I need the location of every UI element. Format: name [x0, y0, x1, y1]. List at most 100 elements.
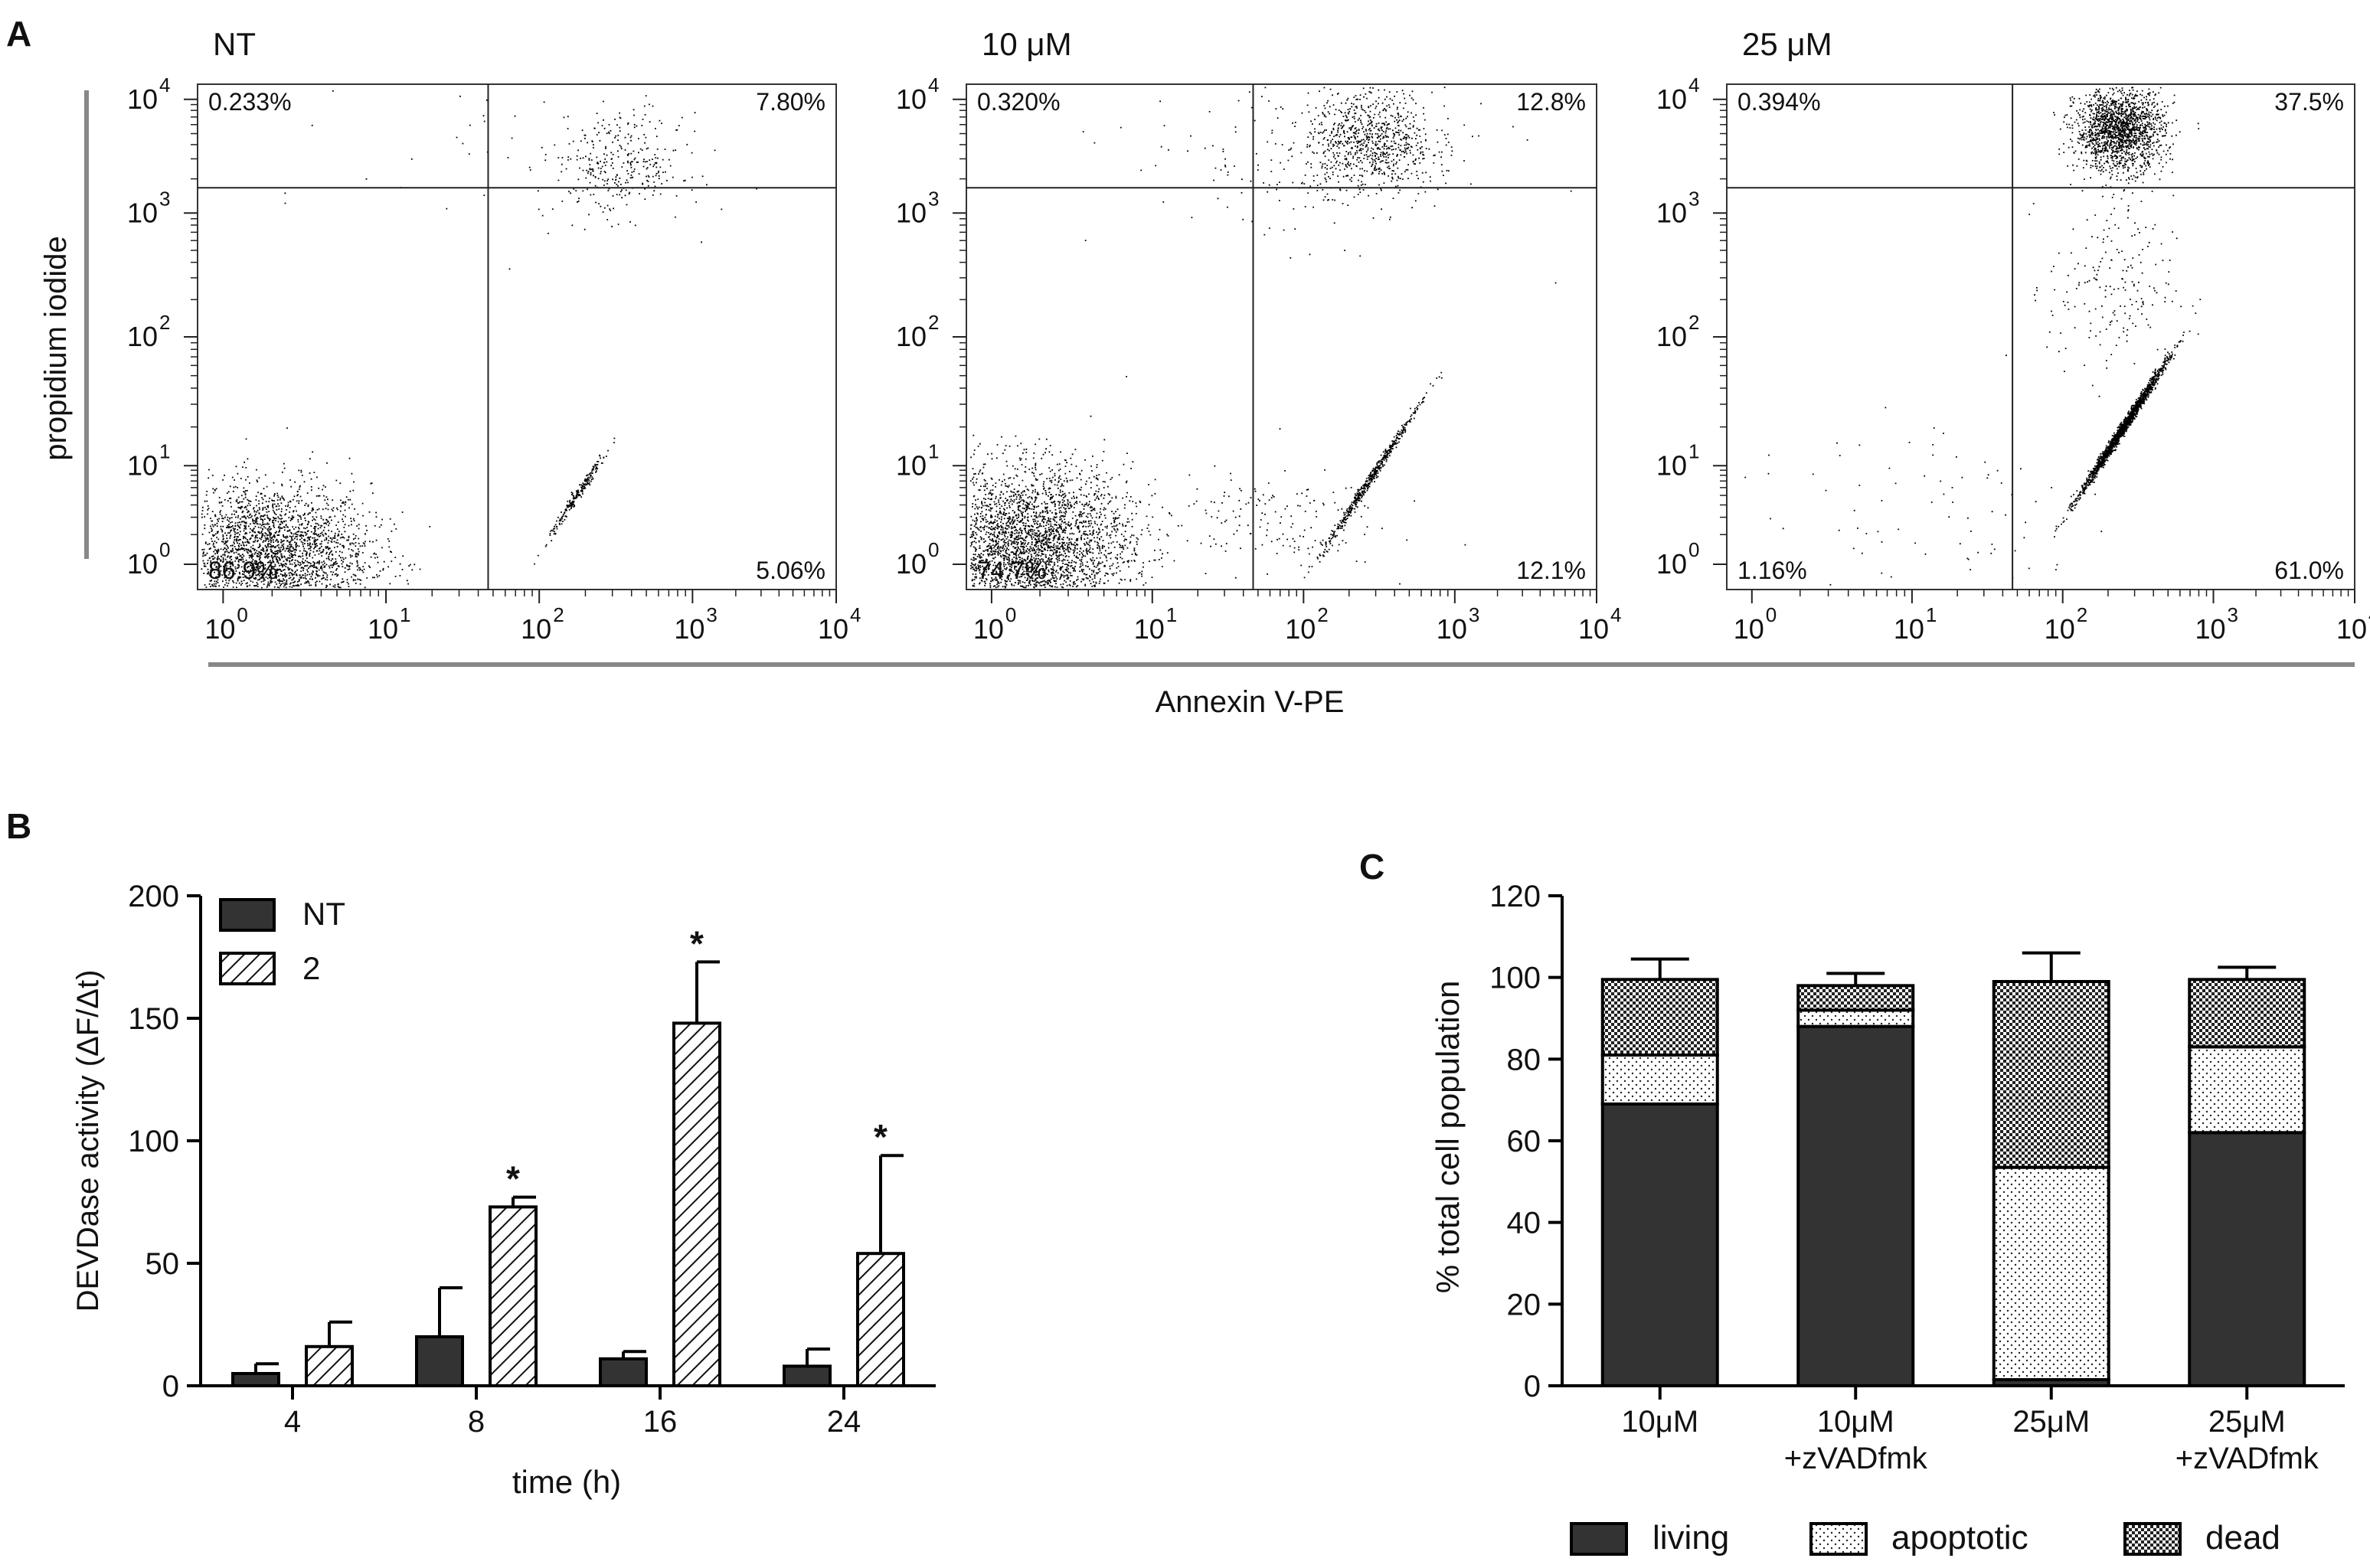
c-y-tick-label-5: 100	[1489, 962, 1541, 995]
b-bar-1-3	[856, 1252, 905, 1387]
quadrant-lr-1: 12.1%	[1516, 557, 1586, 584]
x-tick-label-1-0: 10	[973, 613, 1004, 645]
c-x-tick-label-1-1: +zVADfmk	[1784, 1442, 1928, 1475]
y-tick-exponent-0-1: 1	[159, 439, 170, 462]
legend-label-apoptotic: apoptotic	[1891, 1519, 2028, 1557]
x-tick-exponent-0-3: 3	[706, 603, 717, 626]
b-significance-2: *	[874, 1117, 888, 1157]
c-bar-segment-0-0	[1600, 1102, 1719, 1387]
dotplot-0: NT0.233% 7.80%86.9% 5.06%10 0 10 1 10 2 10 3 10 410…	[127, 26, 861, 645]
b-y-tick-label-3: 150	[128, 1002, 179, 1036]
y-tick-label-0-0: 10	[127, 548, 158, 580]
legend-swatch-dead	[2123, 1522, 2182, 1556]
y-tick-label-0-3: 10	[127, 197, 158, 228]
x-tick-label-2-4: 10	[2336, 613, 2367, 645]
c-y-tick-label-6: 120	[1489, 880, 1541, 913]
y-tick-label-2-0: 10	[1656, 548, 1687, 580]
y-tick-label-1-1: 10	[896, 449, 927, 481]
quadrant-ll-2: 1.16%	[1737, 557, 1807, 584]
x-tick-label-1-4: 10	[1578, 613, 1609, 645]
b-x-tick-label-0: 4	[284, 1405, 301, 1439]
panel-b-ylabel: DEVDase activity (ΔF/Δt)	[71, 970, 105, 1312]
b-y-tick-label-0: 0	[162, 1370, 179, 1403]
y-tick-label-0-1: 10	[127, 449, 158, 481]
c-x-tick-label-2-0: 25μM	[2012, 1405, 2090, 1439]
x-tick-label-0-4: 10	[818, 613, 848, 645]
c-bar-segment-2-3	[2188, 978, 2306, 1049]
y-tick-exponent-2-4: 4	[1688, 74, 1699, 96]
dotplot-2: 25 μM0.394% 37.5%1.16% 61.0%10 0 10 1 10 2 10 3 10…	[1656, 26, 2370, 645]
b-significance-0: *	[506, 1159, 520, 1199]
quadrant-ul-2: 0.394%	[1737, 88, 1821, 116]
b-x-tick-label-1: 8	[468, 1405, 485, 1439]
x-tick-label-2-2: 10	[2045, 613, 2075, 645]
legend-swatch-apoptotic	[1809, 1522, 1868, 1556]
c-bar-segment-2-0	[1600, 978, 1719, 1057]
y-tick-label-2-4: 10	[1656, 83, 1687, 115]
y-tick-label-0-4: 10	[127, 83, 158, 115]
x-tick-exponent-2-4: 4	[2368, 603, 2370, 626]
dotplot-1: 10 μM0.320% 12.8%74.7% 12.1%10 0 10 1 10 2 10 3 10…	[896, 26, 1621, 645]
c-bar-segment-1-3	[2188, 1045, 2306, 1135]
x-tick-label-1-1: 10	[1134, 613, 1165, 645]
legend-swatch-living	[1570, 1522, 1628, 1556]
c-y-tick-label-4: 80	[1507, 1043, 1541, 1076]
c-bar-segment-1-0	[1600, 1054, 1719, 1106]
y-tick-label-1-3: 10	[896, 197, 927, 228]
panel-a-ylabel: propidium iodide	[39, 236, 73, 461]
y-tick-label-1-0: 10	[896, 548, 927, 580]
c-bar-segment-1-2	[1992, 1165, 2110, 1381]
b-y-tick-label-1: 50	[145, 1247, 180, 1281]
b-x-tick-label-3: 24	[827, 1405, 861, 1439]
x-tick-label-0-1: 10	[368, 613, 398, 645]
c-bar-segment-0-1	[1796, 1024, 1915, 1387]
legend-label-dead: dead	[2205, 1519, 2280, 1557]
quadrant-ll-1: 74.7%	[977, 557, 1047, 584]
quadrant-ur-1: 12.8%	[1516, 88, 1586, 116]
x-tick-exponent-2-2: 2	[2077, 603, 2087, 626]
dotplot-title-0: NT	[213, 26, 256, 62]
c-bar-segment-2-1	[1796, 984, 1915, 1012]
x-tick-label-1-2: 10	[1285, 613, 1316, 645]
y-tick-exponent-2-1: 1	[1688, 439, 1699, 462]
c-y-tick-label-1: 20	[1507, 1288, 1541, 1321]
y-tick-label-1-4: 10	[896, 83, 927, 115]
y-tick-exponent-0-2: 2	[159, 311, 170, 334]
b-bar-0-0	[231, 1372, 280, 1387]
b-bar-0-2	[599, 1357, 648, 1388]
c-y-tick-label-2: 40	[1507, 1207, 1541, 1240]
quadrant-ll-0: 86.9%	[208, 557, 278, 584]
dotplot-frame-1	[966, 83, 1597, 590]
x-tick-exponent-2-1: 1	[1926, 603, 1937, 626]
y-tick-exponent-0-4: 4	[159, 74, 170, 96]
b-bar-0-3	[783, 1364, 832, 1388]
x-tick-label-0-0: 10	[204, 613, 235, 645]
y-tick-exponent-0-3: 3	[159, 187, 170, 210]
panel-b-legend: NT 2	[219, 896, 345, 986]
c-x-tick-label-3-1: +zVADfmk	[2175, 1442, 2319, 1475]
b-bar-0-1	[415, 1335, 464, 1387]
dotplot-frame-0	[197, 83, 837, 590]
c-x-tick-label-3-0: 25μM	[2208, 1405, 2286, 1439]
x-tick-label-0-3: 10	[674, 613, 704, 645]
x-tick-exponent-2-0: 0	[1766, 603, 1777, 626]
x-tick-exponent-1-2: 2	[1317, 603, 1328, 626]
c-bar-segment-0-3	[2188, 1131, 2306, 1388]
panel-c-legend: living apoptotic dead	[1570, 1519, 2280, 1557]
x-tick-exponent-1-3: 3	[1469, 603, 1479, 626]
b-bar-1-0	[305, 1344, 354, 1388]
b-bar-1-1	[489, 1205, 538, 1388]
y-tick-exponent-1-4: 4	[928, 74, 939, 96]
panel-c-ylabel: % total cell population	[1430, 981, 1466, 1294]
dotplot-title-2: 25 μM	[1742, 26, 1832, 62]
y-tick-label-2-1: 10	[1656, 449, 1687, 481]
dotplot-frame-2	[1726, 83, 2355, 590]
quadrant-lr-2: 61.0%	[2274, 557, 2344, 584]
b-x-tick-label-2: 16	[643, 1405, 678, 1439]
c-bar-segment-2-2	[1992, 980, 2110, 1169]
y-tick-exponent-2-2: 2	[1688, 311, 1699, 334]
panel-b-xlabel: time (h)	[512, 1464, 621, 1500]
b-significance-1: *	[690, 923, 704, 963]
x-tick-exponent-1-4: 4	[1610, 603, 1621, 626]
panel-c-letter: C	[1359, 847, 1384, 887]
